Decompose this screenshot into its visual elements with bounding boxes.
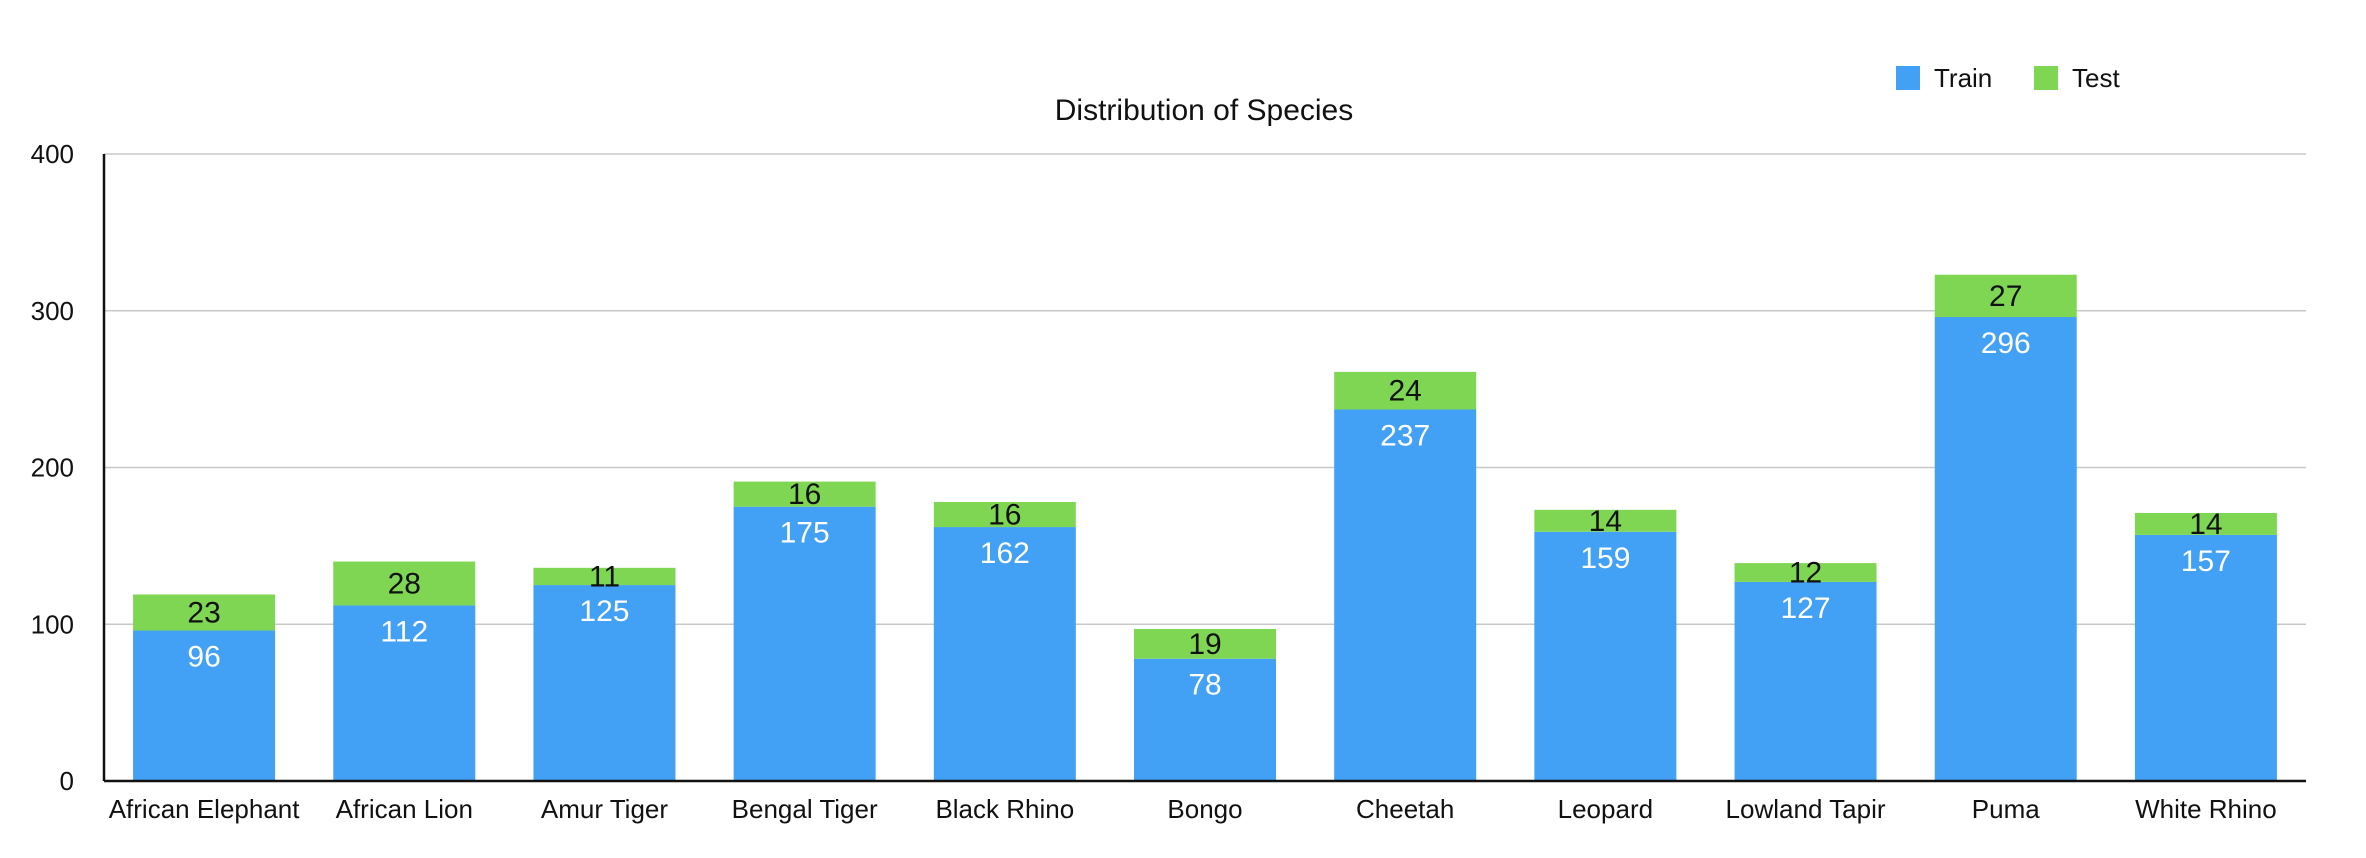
bar-train bbox=[333, 605, 476, 781]
bar-test bbox=[1534, 509, 1677, 532]
bar-test bbox=[2134, 512, 2277, 535]
x-tick-label: Leopard bbox=[1558, 794, 1653, 824]
data-label-train: 112 bbox=[380, 615, 428, 648]
bar-test bbox=[1934, 274, 2077, 318]
data-label-test: 27 bbox=[1989, 280, 2022, 313]
x-tick-label: African Elephant bbox=[109, 794, 301, 824]
bar-train bbox=[1334, 409, 1477, 781]
legend-label-train: Train bbox=[1934, 63, 1992, 93]
bar-test bbox=[533, 567, 676, 586]
bar-train bbox=[733, 506, 876, 781]
bar-test bbox=[733, 481, 876, 507]
data-label-test: 16 bbox=[788, 478, 821, 511]
x-tick-label: Black Rhino bbox=[935, 794, 1074, 824]
bar-train bbox=[2134, 534, 2277, 781]
bar-test bbox=[133, 594, 276, 631]
x-tick-label: Bengal Tiger bbox=[732, 794, 878, 824]
data-label-train: 175 bbox=[780, 517, 830, 550]
x-tick-label: Lowland Tapir bbox=[1726, 794, 1886, 824]
data-label-train: 127 bbox=[1781, 592, 1831, 625]
data-label-train: 157 bbox=[2181, 545, 2231, 578]
data-label-test: 28 bbox=[388, 567, 421, 600]
x-tick-label: African Lion bbox=[336, 794, 473, 824]
bar-train bbox=[133, 630, 276, 781]
data-label-test: 14 bbox=[1589, 505, 1622, 538]
data-label-train: 237 bbox=[1380, 420, 1430, 453]
legend-label-test: Test bbox=[2072, 63, 2120, 93]
bar-train bbox=[1734, 581, 1877, 781]
bar-train bbox=[933, 527, 1076, 781]
data-label-test: 23 bbox=[187, 596, 220, 629]
y-axis-tick-labels: 0 100 200 300 400 bbox=[31, 139, 74, 796]
bar-test bbox=[933, 501, 1076, 528]
data-label-test: 24 bbox=[1388, 375, 1421, 408]
y-tick-label: 300 bbox=[31, 296, 74, 326]
chart-title: Distribution of Species bbox=[1055, 94, 1353, 127]
data-label-train: 162 bbox=[980, 537, 1030, 570]
bar-train bbox=[1934, 317, 2077, 781]
data-label-test: 14 bbox=[2189, 508, 2222, 541]
bar-test bbox=[333, 561, 476, 606]
bars bbox=[133, 274, 2277, 781]
bar-train bbox=[1534, 531, 1677, 781]
bar-train bbox=[533, 585, 676, 781]
x-tick-label: White Rhino bbox=[2135, 794, 2277, 824]
data-label-test: 16 bbox=[988, 499, 1021, 532]
x-axis-category-labels: African Elephant African Lion Amur Tiger Be… bbox=[109, 794, 2277, 824]
bar-test bbox=[1334, 371, 1477, 410]
x-tick-label: Bongo bbox=[1167, 794, 1242, 824]
y-tick-label: 100 bbox=[31, 609, 74, 639]
x-tick-label: Amur Tiger bbox=[541, 794, 668, 824]
data-label-test: 12 bbox=[1789, 557, 1822, 590]
data-label-train: 78 bbox=[1188, 669, 1221, 702]
legend: Train Test bbox=[1896, 63, 2120, 93]
y-tick-label: 0 bbox=[60, 766, 74, 796]
data-label-train: 125 bbox=[579, 595, 629, 628]
y-tick-label: 200 bbox=[31, 453, 74, 483]
x-tick-label: Puma bbox=[1972, 794, 2040, 824]
x-tick-label: Cheetah bbox=[1356, 794, 1454, 824]
data-label-test: 11 bbox=[589, 560, 620, 593]
legend-swatch-train bbox=[1896, 66, 1920, 90]
data-label-train: 96 bbox=[187, 641, 220, 674]
legend-swatch-test bbox=[2034, 66, 2058, 90]
data-label-train: 159 bbox=[1580, 542, 1630, 575]
bar-test bbox=[1734, 563, 1877, 582]
bar-train bbox=[1134, 658, 1276, 781]
bar-test bbox=[1134, 628, 1276, 659]
data-label-train: 296 bbox=[1981, 327, 2031, 360]
y-tick-label: 400 bbox=[31, 139, 74, 169]
data-label-test: 19 bbox=[1188, 628, 1221, 661]
